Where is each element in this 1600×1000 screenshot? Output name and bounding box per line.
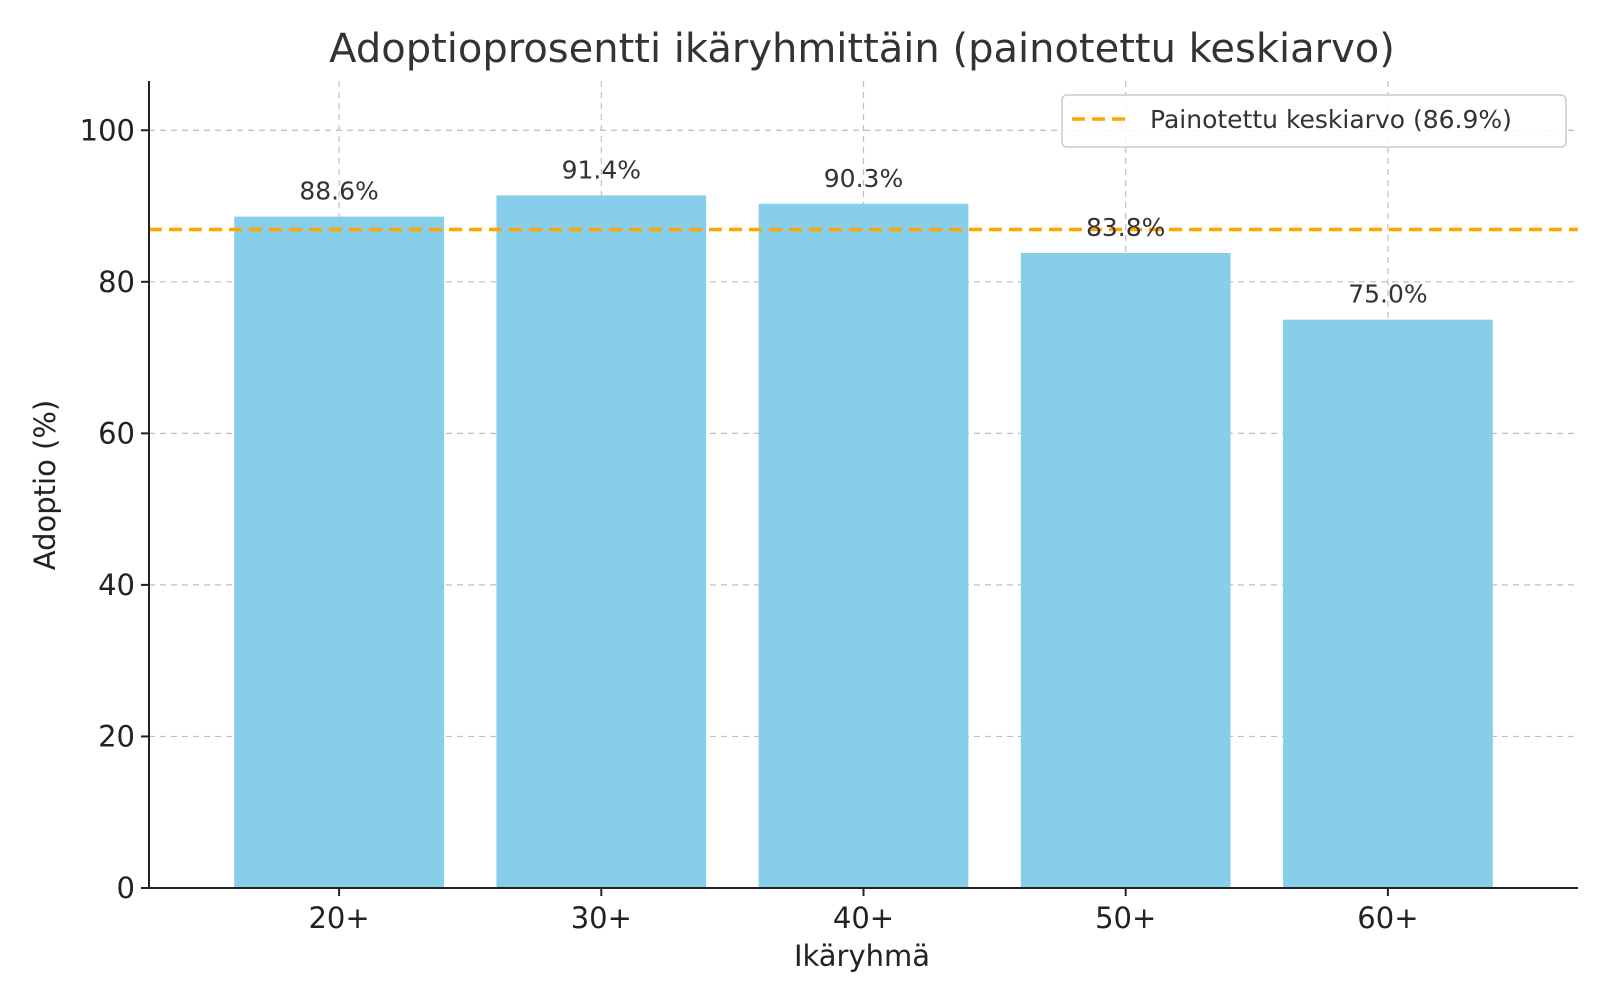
- bar-value-label: 83.8%: [1086, 213, 1165, 242]
- x-axis-title: Ikäryhmä: [794, 939, 930, 973]
- bar: [234, 216, 444, 889]
- bar-value-label: 88.6%: [299, 177, 378, 206]
- y-tick-label: 40: [98, 568, 135, 602]
- bar: [1020, 253, 1231, 889]
- axis-ticks: 0 20 40 60 80 100 20+ 30+ 40+ 50+ 60+: [80, 113, 1419, 935]
- bar-value-label: 91.4%: [562, 155, 641, 184]
- x-tick-label: 60+: [1357, 901, 1418, 935]
- x-tick-label: 30+: [571, 901, 632, 935]
- bar-value-label: 90.3%: [824, 164, 903, 193]
- x-tick-label: 50+: [1095, 901, 1156, 935]
- y-tick-label: 0: [117, 871, 135, 905]
- legend-box: [1061, 94, 1567, 148]
- legend: Painotettu keskiarvo (86.9%): [1061, 94, 1567, 148]
- bar-value-label: 75.0%: [1348, 280, 1427, 309]
- y-tick-label: 20: [98, 719, 135, 753]
- bar: [1283, 319, 1493, 888]
- y-tick-label: 100: [80, 113, 135, 147]
- x-tick-label: 20+: [308, 901, 369, 935]
- y-tick-label: 60: [98, 416, 135, 450]
- legend-label: Painotettu keskiarvo (86.9%): [1150, 105, 1512, 134]
- y-axis-title: Adoptio (%): [28, 400, 62, 570]
- chart-title: Adoptioprosentti ikäryhmittäin (painotet…: [329, 26, 1395, 72]
- x-tick-label: 40+: [833, 901, 894, 935]
- bar: [496, 195, 707, 888]
- y-tick-label: 80: [98, 265, 135, 299]
- bar: [758, 203, 969, 888]
- bars: [234, 195, 1493, 889]
- bar-labels: 88.6% 91.4% 90.3% 83.8% 75.0%: [299, 155, 1427, 308]
